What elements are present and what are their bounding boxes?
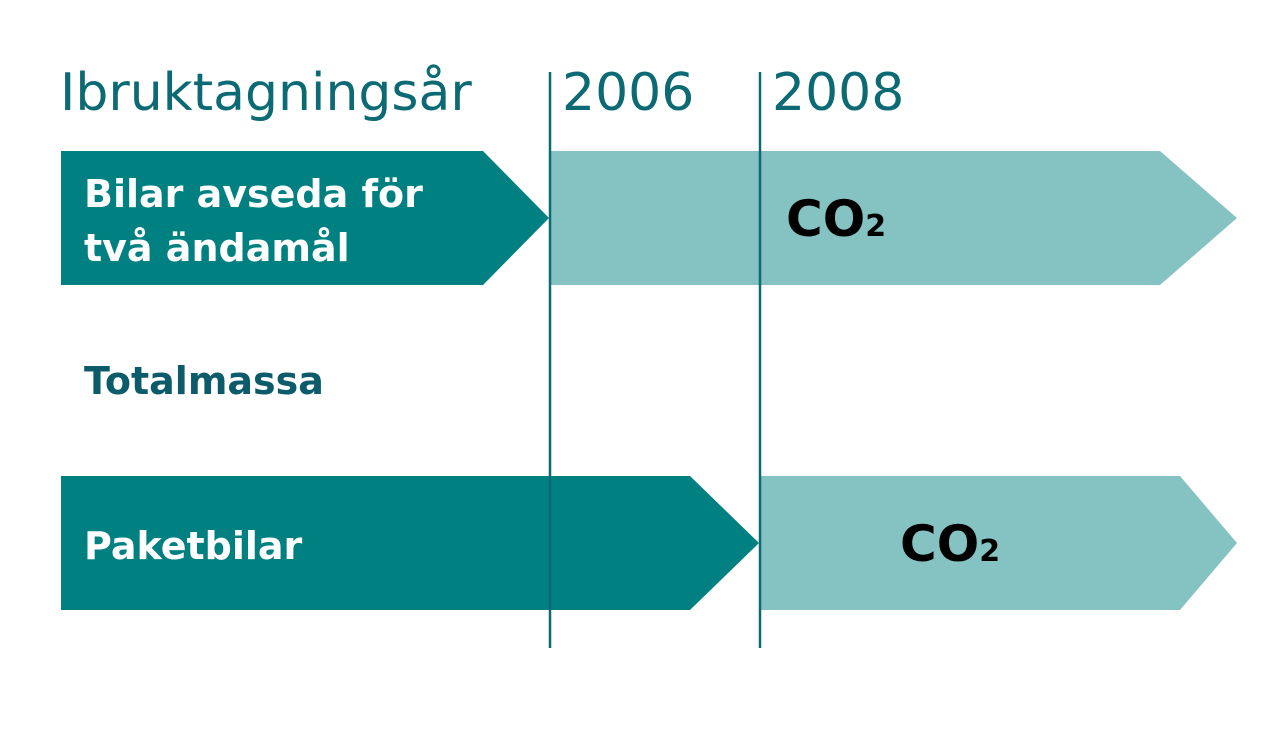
dual-purpose-label-line-1: Bilar avseda för [84,172,423,216]
total-mass-label: Totalmassa [84,359,324,403]
vans-co2-label: CO2 [900,515,1000,573]
dual-purpose-co2-label: CO2 [786,190,886,248]
year-label-2008: 2008 [772,63,904,123]
vans-co2-sub: 2 [979,534,1000,569]
dual-purpose-co2-main: CO [786,190,865,248]
vans-co2-main: CO [900,515,979,573]
vans-label: Paketbilar [84,524,303,568]
header-title: Ibruktagningsår [60,63,472,123]
dual-purpose-co2-arrow [551,151,1237,285]
year-label-2006: 2006 [562,63,694,123]
vans-co2-arrow [761,476,1237,610]
dual-purpose-arrow-before-2006 [61,151,549,285]
vans-arrow-before-2008 [61,476,759,610]
dual-purpose-label-line-2: två ändamål [84,226,350,270]
dual-purpose-co2-sub: 2 [865,209,886,244]
